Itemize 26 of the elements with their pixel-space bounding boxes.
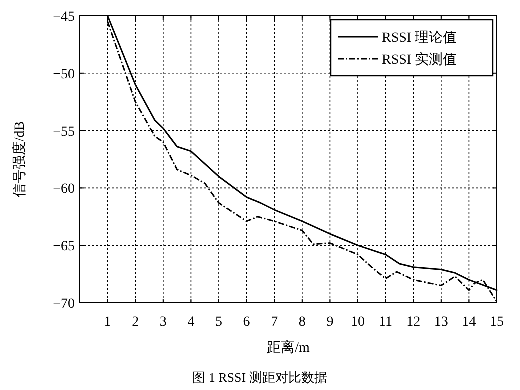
x-tick-label: 3 [160, 315, 167, 330]
x-tick-label: 10 [351, 315, 365, 330]
x-tick-label: 14 [462, 315, 476, 330]
y-tick-label: −55 [53, 124, 75, 140]
x-tick-label: 5 [216, 315, 222, 330]
legend-label: RSSI 理论值 [382, 30, 458, 46]
x-tick-label: 11 [379, 315, 393, 330]
x-tick-label: 1 [104, 315, 112, 330]
y-tick-label: −45 [53, 10, 75, 25]
x-tick-label: 2 [132, 315, 140, 330]
y-tick-label: −60 [53, 182, 75, 198]
x-tick-label: 7 [271, 315, 278, 330]
y-tick-label: −65 [53, 240, 75, 255]
x-tick-label: 12 [406, 315, 421, 330]
x-tick-label: 9 [326, 315, 334, 330]
x-tick-label: 15 [490, 315, 504, 330]
caption: 图 1 RSSI 测距对比数据 [192, 370, 328, 385]
x-tick-label: 4 [188, 315, 195, 330]
y-tick-label: −50 [53, 67, 75, 82]
x-tick-label: 8 [298, 315, 306, 330]
legend-label: RSSI 实测值 [382, 52, 458, 68]
x-tick-label: 13 [434, 315, 448, 330]
x-axis-title: 距离/m [267, 340, 310, 356]
y-tick-label: −70 [53, 297, 75, 312]
x-tick-label: 6 [243, 315, 250, 330]
y-axis-title: 信号强度/dB [12, 121, 28, 198]
